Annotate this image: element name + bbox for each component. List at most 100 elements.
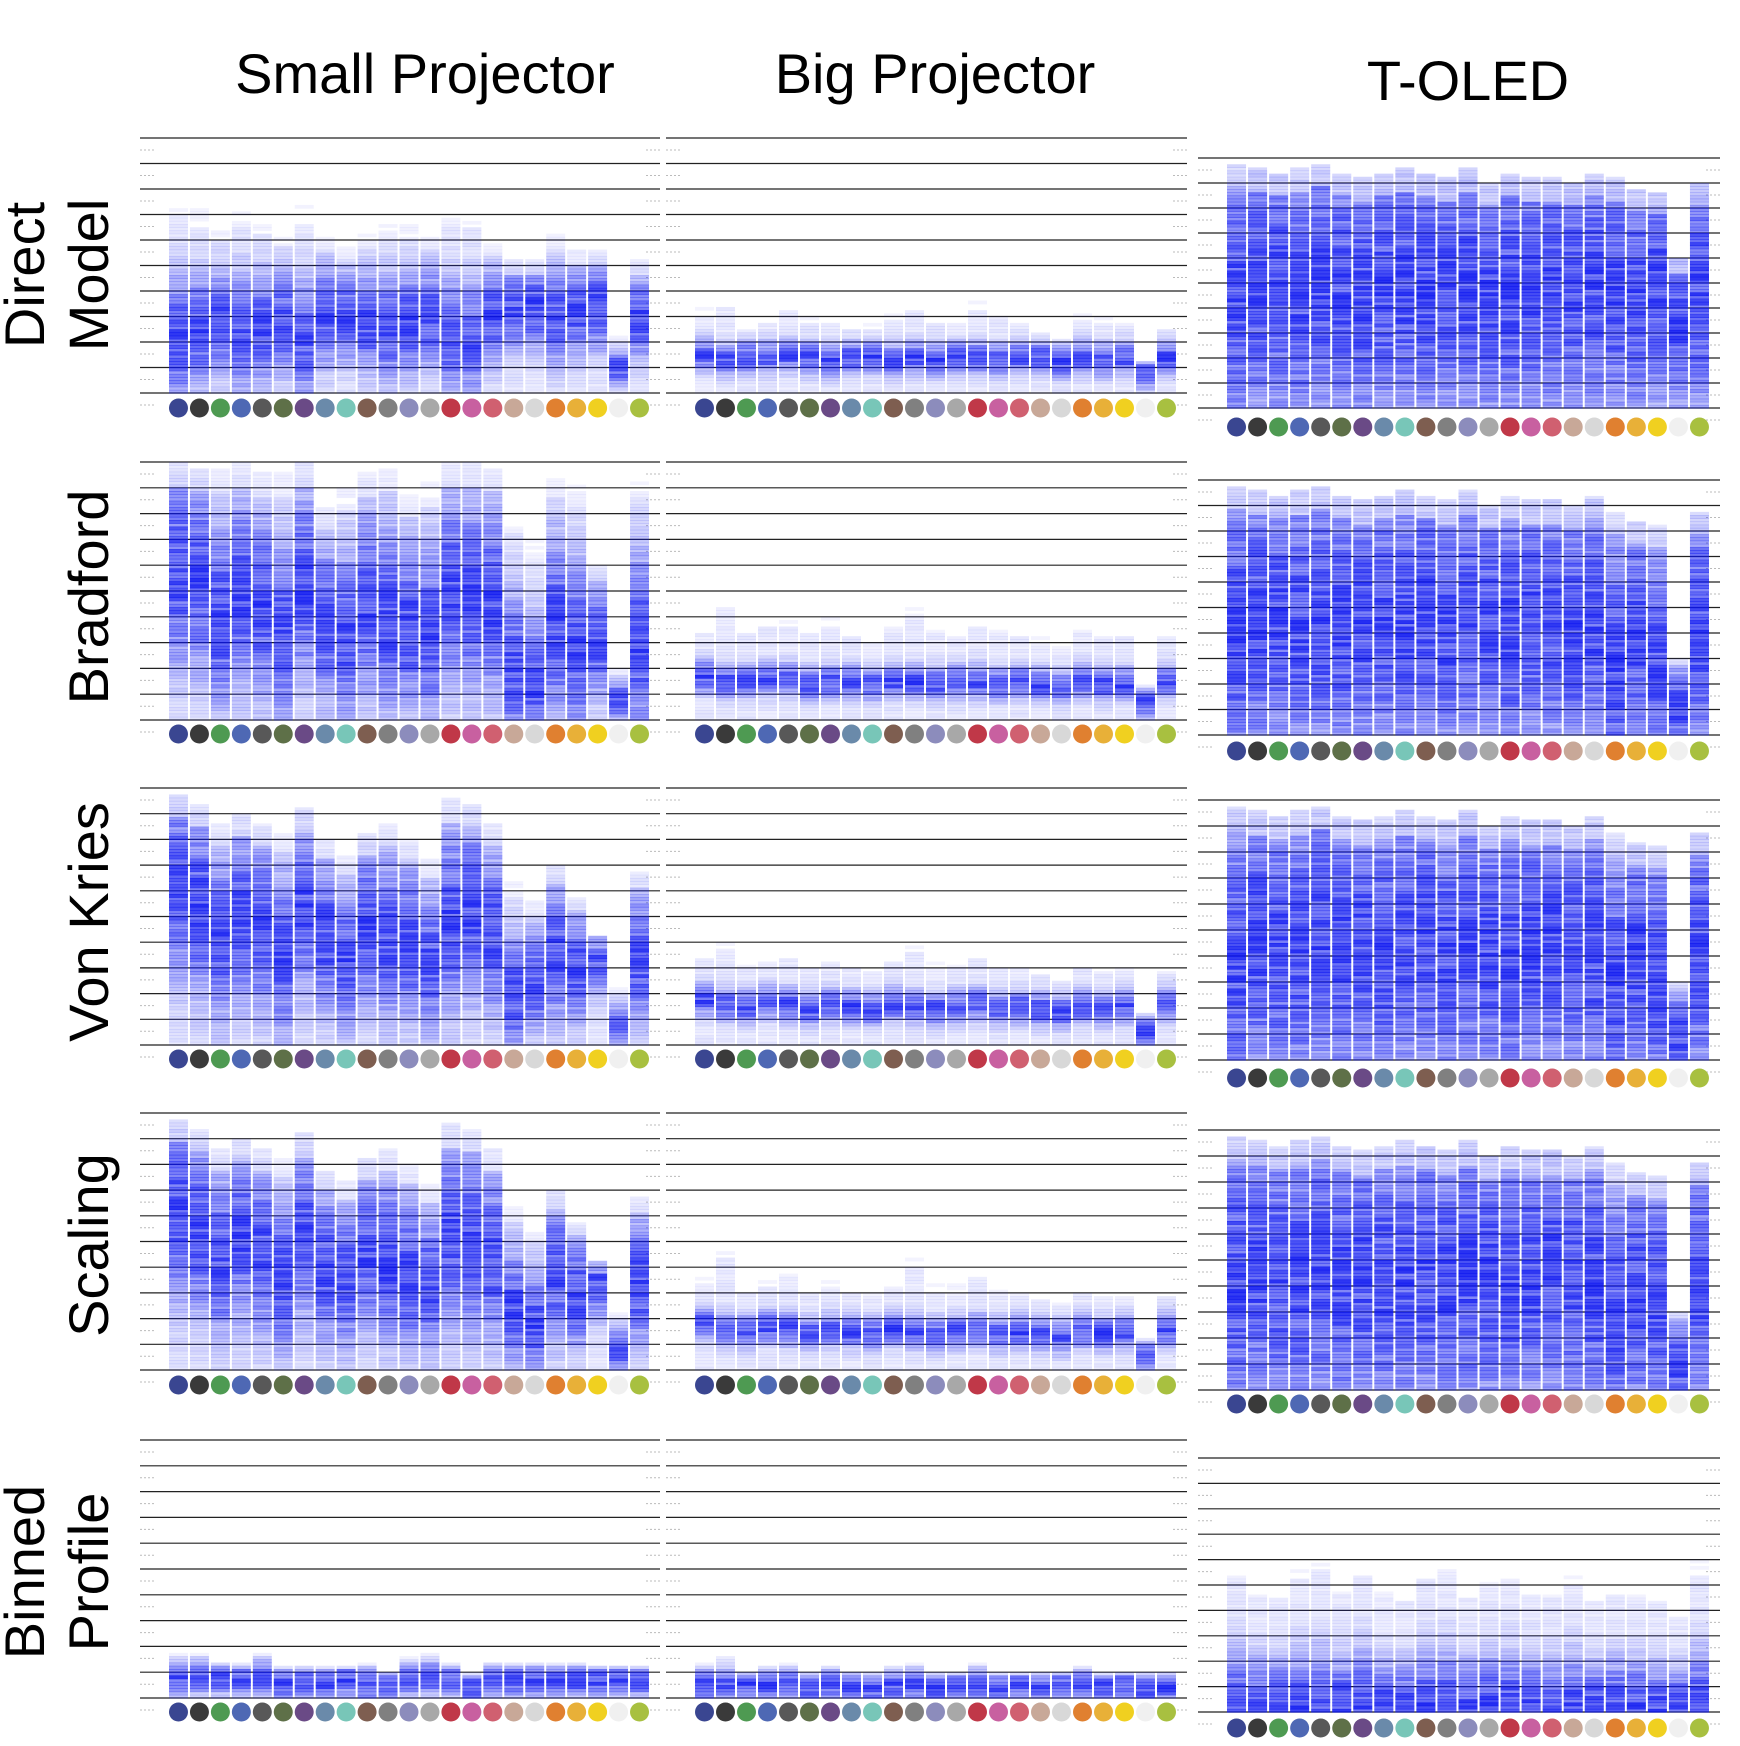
density-stripe — [252, 313, 272, 318]
density-stripe — [1479, 383, 1499, 387]
density-stripe — [231, 246, 251, 251]
density-stripe — [1052, 361, 1071, 365]
density-stripe — [821, 329, 840, 334]
density-stripe — [441, 262, 461, 267]
density-stripe — [1374, 254, 1394, 259]
density-stripe — [1227, 270, 1247, 275]
density-stripe — [1157, 386, 1176, 391]
density-stripe — [1290, 329, 1310, 334]
density-stripe — [169, 259, 188, 263]
color-swatch-15 — [1521, 417, 1541, 437]
density-stripe — [1437, 308, 1457, 312]
panel-1-3 — [1198, 157, 1720, 437]
density-stripe — [1500, 379, 1520, 384]
density-stripe — [1290, 273, 1310, 278]
density-stripe — [1458, 270, 1478, 275]
density-stripe — [737, 370, 756, 375]
density-stripe — [947, 389, 966, 394]
density-stripe — [1094, 332, 1113, 337]
density-stripe — [1248, 367, 1268, 372]
density-stripe — [842, 348, 861, 353]
density-stripe — [1479, 370, 1499, 375]
density-stripe — [884, 345, 903, 349]
density-stripe — [1227, 176, 1247, 181]
density-stripe — [737, 335, 756, 340]
density-stripe — [609, 383, 629, 388]
density-stripe — [1416, 242, 1436, 247]
density-stripe — [1374, 245, 1394, 250]
density-stripe — [630, 313, 649, 318]
density-stripe — [483, 294, 503, 298]
density-stripe — [273, 310, 293, 314]
density-stripe — [1248, 308, 1268, 312]
density-stripe — [737, 345, 756, 349]
density-stripe — [210, 338, 230, 343]
density-stripe — [169, 319, 188, 324]
density-stripe — [1311, 223, 1331, 228]
density-stripe — [716, 335, 735, 340]
density-stripe — [1290, 229, 1310, 234]
density-stripe — [1458, 323, 1478, 328]
density-stripe — [588, 316, 608, 321]
density-stripe — [1500, 242, 1520, 247]
density-stripe — [1094, 326, 1113, 330]
density-stripe — [169, 287, 188, 292]
density-stripe — [210, 351, 230, 356]
density-stripe — [1353, 376, 1373, 381]
density-stripe — [315, 255, 335, 260]
density-stripe — [1395, 258, 1415, 262]
density-stripe — [210, 259, 230, 263]
density-stripe — [1269, 289, 1289, 293]
density-stripe — [1269, 211, 1289, 215]
color-swatch-17 — [1563, 417, 1583, 437]
density-stripe — [420, 342, 440, 346]
density-stripe — [441, 310, 461, 314]
density-stripe — [210, 284, 230, 289]
density-stripe — [462, 345, 482, 349]
density-stripe — [315, 246, 335, 251]
density-stripe — [567, 386, 587, 391]
density-stripe — [1248, 286, 1268, 290]
density-stripe — [716, 345, 735, 349]
density-stripe — [609, 335, 629, 340]
density-stripe — [1395, 348, 1415, 353]
density-stripe — [378, 271, 398, 276]
density-stripe — [1311, 289, 1331, 293]
density-stripe — [441, 278, 461, 283]
density-stripe — [1437, 192, 1457, 197]
density-stripe — [1416, 317, 1436, 322]
density-stripe — [399, 370, 419, 375]
density-stripe — [231, 211, 251, 216]
density-stripe — [399, 236, 419, 241]
density-stripe — [1227, 214, 1247, 218]
density-stripe — [525, 370, 545, 375]
density-stripe — [947, 348, 966, 353]
density-stripe — [483, 345, 503, 349]
density-stripe — [399, 351, 419, 356]
density-stripe — [357, 303, 377, 308]
density-stripe — [546, 348, 566, 353]
density-stripe — [588, 278, 608, 283]
density-stripe — [1395, 317, 1415, 322]
density-stripe — [1269, 404, 1289, 409]
density-stripe — [1437, 273, 1457, 278]
distribution-column-8 — [315, 507, 335, 721]
density-stripe — [441, 236, 461, 241]
density-stripe — [947, 383, 966, 388]
density-stripe — [1332, 395, 1352, 400]
density-stripe — [1416, 389, 1436, 393]
density-stripe — [252, 335, 272, 340]
density-stripe — [169, 357, 188, 362]
density-stripe — [1416, 345, 1436, 350]
density-stripe — [1500, 248, 1520, 253]
density-stripe — [357, 233, 377, 238]
density-stripe — [588, 335, 608, 340]
density-stripe — [1010, 348, 1029, 353]
density-stripe — [737, 354, 756, 359]
density-stripe — [357, 297, 377, 302]
density-stripe — [1332, 214, 1352, 218]
density-stripe — [630, 262, 649, 267]
density-stripe — [1437, 283, 1457, 287]
density-stripe — [231, 364, 251, 369]
color-swatch-12 — [1458, 417, 1478, 437]
